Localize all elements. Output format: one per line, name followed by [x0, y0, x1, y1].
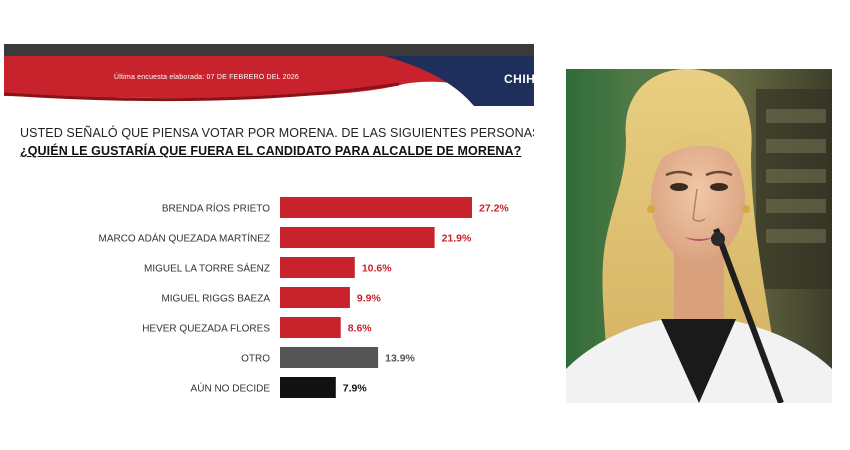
category-label: OTRO [241, 354, 270, 365]
category-label: MIGUEL LA TORRE SÁENZ [144, 262, 270, 275]
survey-date: Última encuesta elaborada: 07 DE FEBRERO… [114, 74, 300, 81]
category-label: MIGUEL RIGGS BAEZA [161, 294, 270, 305]
brand-text: CHIH [504, 72, 534, 86]
bar [280, 227, 435, 248]
category-label: BRENDA RÍOS PRIETO [162, 202, 270, 215]
portrait-illustration [566, 69, 832, 403]
bar [280, 257, 355, 278]
banner-graphic [4, 44, 534, 106]
bar [280, 197, 472, 218]
bar [280, 317, 341, 338]
question-line-2: ¿QUIÉN LE GUSTARÍA QUE FUERA EL CANDIDAT… [20, 144, 522, 158]
category-label: HEVER QUEZADA FLORES [142, 324, 270, 335]
value-label: 8.6% [348, 323, 373, 335]
header-banner: Última encuesta elaborada: 07 DE FEBRERO… [4, 44, 534, 106]
value-label: 27.2% [479, 203, 509, 215]
value-label: 10.6% [362, 263, 392, 275]
poll-infographic: Última encuesta elaborada: 07 DE FEBRERO… [4, 44, 534, 420]
bar [280, 377, 336, 398]
bar [280, 287, 350, 308]
category-label: AÚN NO DECIDE [191, 382, 271, 395]
bar [280, 347, 379, 368]
category-label: MARCO ADÁN QUEZADA MARTÍNEZ [98, 232, 270, 245]
portrait-photo [566, 69, 832, 403]
question-line-1: USTED SEÑALÓ QUE PIENSA VOTAR POR MORENA… [20, 126, 534, 140]
value-label: 13.9% [385, 353, 415, 365]
value-label: 7.9% [343, 383, 368, 395]
bar-chart: BRENDA RÍOS PRIETO 27.2% MARCO ADÁN QUEZAD… [98, 197, 509, 398]
value-label: 21.9% [442, 233, 472, 245]
value-label: 9.9% [357, 293, 382, 305]
